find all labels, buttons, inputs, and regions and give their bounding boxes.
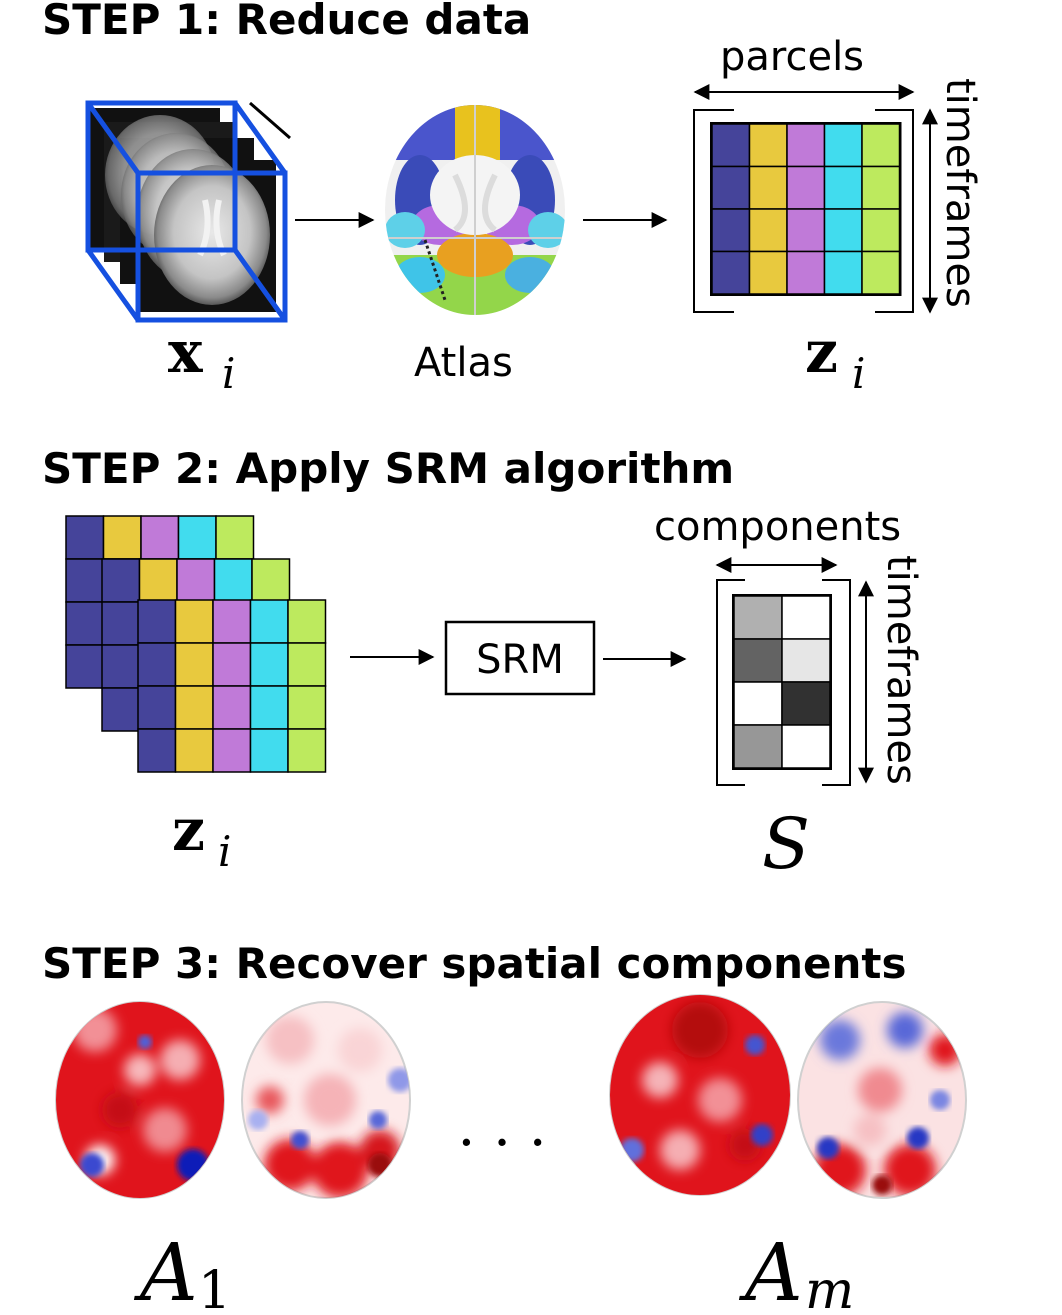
z-matrix-cell — [861, 165, 901, 210]
z-stack-layer-2-cell — [101, 558, 141, 603]
z-stack-layer-3-cell — [212, 599, 252, 644]
am-subscript: m — [805, 1261, 854, 1315]
z-matrix-cell — [861, 250, 901, 295]
z-subscript: i — [852, 349, 865, 398]
z-stack-layer-3-cell — [174, 728, 214, 773]
z-stack-layer-1-cell — [65, 644, 105, 689]
fmri-volume-stack — [85, 100, 291, 323]
step1-heading: STEP 1: Reduce data — [42, 0, 531, 44]
z-stack-layer-2-cell — [176, 558, 216, 603]
z-stack-subscript: i — [218, 827, 231, 876]
z-matrix-cell — [823, 250, 863, 295]
ellipsis-label: . . . — [457, 1094, 546, 1159]
z-matrix-cell — [786, 165, 826, 210]
srm-label: SRM — [476, 637, 564, 683]
z-matrix-stack — [65, 515, 327, 773]
z-stack-layer-3-cell — [249, 685, 289, 730]
z-stack-layer-1-cell — [65, 515, 105, 560]
z-stack-layer-3-cell — [137, 685, 177, 730]
z-matrix-cell — [861, 123, 901, 168]
z-stack-layer-3-cell — [174, 642, 214, 687]
z-stack-layer-1-cell — [65, 601, 105, 646]
z-matrix-cell — [823, 123, 863, 168]
step3-heading: STEP 3: Recover spatial components — [42, 939, 906, 988]
atlas-brain-image — [385, 105, 565, 315]
z-matrix-cell — [748, 165, 788, 210]
z-stack-layer-3-cell — [249, 642, 289, 687]
spatial-component-map-3 — [609, 994, 791, 1196]
srm-box — [444, 620, 596, 696]
z-matrix-cell — [711, 250, 751, 295]
spatial-component-map-1 — [55, 1001, 225, 1199]
z-matrix-cell — [748, 123, 788, 168]
am-label: A — [738, 1226, 803, 1315]
z-stack-layer-3-cell — [137, 599, 177, 644]
z-stack-layer-3-cell — [249, 728, 289, 773]
z-matrix — [710, 122, 902, 296]
spatial-component-map-2 — [241, 1001, 411, 1199]
z-stack-layer-3-cell — [174, 599, 214, 644]
z-stack-layer-3-cell — [212, 685, 252, 730]
z-stack-layer-3-cell — [137, 642, 177, 687]
s-matrix — [732, 594, 832, 770]
z-stack-layer-1-cell — [102, 515, 142, 560]
z-matrix-cell — [786, 123, 826, 168]
z-stack-label: z — [172, 796, 205, 864]
timeframes-label-step2: timeframes — [878, 555, 924, 785]
z-matrix-cell — [711, 165, 751, 210]
z-stack-layer-3-cell — [287, 728, 327, 773]
parcels-label: parcels — [720, 34, 864, 80]
s-matrix-cell — [733, 681, 783, 726]
z-stack-layer-2-cell — [101, 644, 141, 689]
step2-heading: STEP 2: Apply SRM algorithm — [42, 444, 734, 493]
z-stack-layer-2-cell — [101, 687, 141, 732]
z-stack-layer-1-cell — [177, 515, 217, 560]
z-stack-layer-3-cell — [287, 685, 327, 730]
a1-label: A — [133, 1226, 198, 1315]
s-matrix-cell — [781, 681, 831, 726]
components-label: components — [654, 504, 901, 550]
z-matrix-cell — [861, 208, 901, 253]
atlas-label: Atlas — [414, 340, 513, 386]
z-matrix-cell — [823, 208, 863, 253]
s-matrix-cell — [733, 724, 783, 769]
z-stack-layer-2-cell — [101, 601, 141, 646]
timeframes-label: timeframes — [937, 78, 983, 308]
z-stack-layer-3-cell — [249, 599, 289, 644]
fmri-subscript: i — [222, 349, 235, 398]
z-stack-layer-3-cell — [212, 642, 252, 687]
s-matrix-brackets — [716, 579, 851, 786]
z-stack-layer-1-cell — [215, 515, 255, 560]
z-stack-layer-1-cell — [65, 558, 105, 603]
z-stack-layer-1-cell — [140, 515, 180, 560]
z-matrix-cell — [786, 250, 826, 295]
a1-subscript: 1 — [198, 1261, 231, 1315]
z-matrix-cell — [748, 250, 788, 295]
fmri-cube-outline — [85, 100, 288, 323]
z-stack-layer-3-cell — [287, 599, 327, 644]
z-stack-layer-3-cell — [287, 642, 327, 687]
s-matrix-cell — [733, 638, 783, 683]
z-matrix-brackets — [693, 109, 914, 313]
z-stack-layer-3-cell — [174, 685, 214, 730]
z-stack-layer-2-cell — [251, 558, 291, 603]
s-matrix-cell — [781, 595, 831, 640]
z-stack-layer-3-cell — [137, 728, 177, 773]
z-stack-layer-2-cell — [213, 558, 253, 603]
z-stack-layer-2-cell — [138, 558, 178, 603]
s-label: S — [762, 803, 810, 885]
fmri-label: x — [168, 318, 203, 386]
s-matrix-cell — [781, 638, 831, 683]
s-matrix-cell — [733, 595, 783, 640]
z-label: z — [805, 318, 838, 386]
z-matrix-cell — [711, 123, 751, 168]
z-stack-layer-3-cell — [212, 728, 252, 773]
s-matrix-cell — [781, 724, 831, 769]
z-matrix-cell — [711, 208, 751, 253]
z-matrix-cell — [823, 165, 863, 210]
spatial-component-map-4 — [797, 1001, 967, 1199]
z-matrix-cell — [786, 208, 826, 253]
z-matrix-cell — [748, 208, 788, 253]
